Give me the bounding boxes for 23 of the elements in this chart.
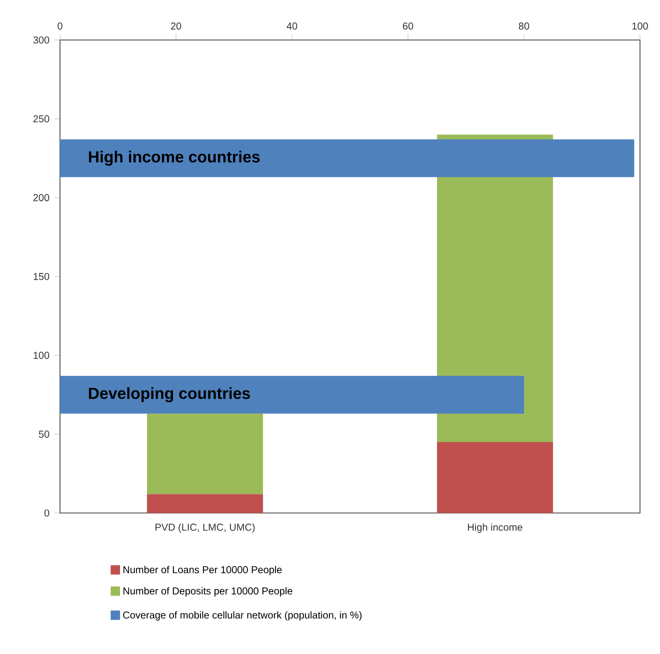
bar: [147, 414, 264, 494]
y-tick-label: 150: [34, 272, 50, 280]
x2-tick-label: 80: [518, 22, 530, 30]
y-tick-label: 0: [44, 509, 50, 517]
x-tick-label: PVD (LIC, LMC, UMC): [156, 523, 255, 533]
legend-label: Coverage of mobile cellular network (population, in %): [123, 611, 362, 621]
bar: [437, 442, 554, 513]
legend-label: Number of Deposits per 10000 People: [123, 587, 292, 596]
bar: [147, 494, 264, 513]
y-tick-label: Developing countries: [88, 387, 250, 402]
x2-tick-label: 0: [58, 22, 62, 30]
y-tick-label: 200: [33, 194, 50, 202]
x2-tick-label: 60: [402, 22, 414, 30]
y-tick-label: 100: [34, 352, 50, 359]
y-tick-label: 250: [33, 115, 50, 122]
x-tick-label: High income: [468, 523, 522, 533]
x2-tick-label: 20: [170, 22, 182, 30]
x2-tick-label: 100: [632, 22, 648, 30]
legend-label: Number of Loans Per 10000 People: [123, 566, 282, 576]
y-tick-label: 50: [38, 430, 50, 438]
x2-tick-label: 40: [286, 22, 298, 30]
y-tick-label: 300: [33, 36, 50, 44]
y-tick-label: High income countries: [88, 150, 260, 166]
